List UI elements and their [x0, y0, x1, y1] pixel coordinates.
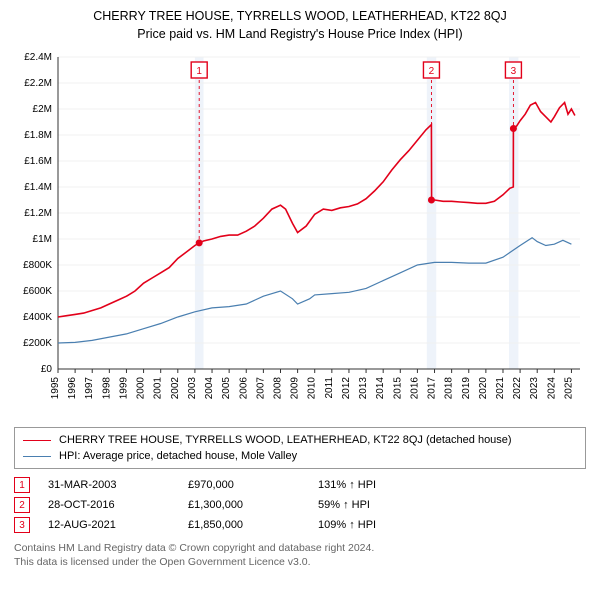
svg-text:2012: 2012 [341, 377, 352, 400]
transaction-badge: 1 [14, 477, 30, 493]
legend-item-property: CHERRY TREE HOUSE, TYRRELLS WOOD, LEATHE… [23, 432, 577, 448]
transaction-pct: 131% ↑ HPI [318, 479, 438, 491]
svg-text:2001: 2001 [153, 377, 164, 400]
legend: CHERRY TREE HOUSE, TYRRELLS WOOD, LEATHE… [14, 427, 586, 469]
svg-text:2008: 2008 [272, 377, 283, 400]
svg-text:2007: 2007 [255, 377, 266, 400]
svg-text:2023: 2023 [529, 377, 540, 400]
svg-text:£1.8M: £1.8M [24, 130, 52, 141]
svg-text:1996: 1996 [67, 377, 78, 400]
transaction-date: 28-OCT-2016 [48, 499, 188, 511]
legend-label: HPI: Average price, detached house, Mole… [59, 450, 297, 462]
svg-text:£0: £0 [41, 364, 53, 375]
svg-text:2024: 2024 [546, 377, 557, 400]
svg-text:2022: 2022 [512, 377, 523, 400]
chart-plot: £0 £200K £400K £600K £800K £1M £1.2M £1.4M £1.6M… [10, 49, 585, 419]
svg-text:£1.6M: £1.6M [24, 156, 52, 167]
transaction-row: 1 31-MAR-2003£970,000131% ↑ HPI [14, 475, 586, 495]
svg-text:£1.4M: £1.4M [24, 182, 52, 193]
svg-text:2020: 2020 [478, 377, 489, 400]
svg-text:1997: 1997 [84, 377, 95, 400]
svg-text:2021: 2021 [495, 377, 506, 400]
svg-text:£800K: £800K [23, 260, 52, 271]
transaction-date: 31-MAR-2003 [48, 479, 188, 491]
transaction-badge: 3 [14, 517, 30, 533]
svg-text:1995: 1995 [50, 377, 61, 400]
svg-text:1: 1 [196, 66, 202, 77]
svg-text:£1.2M: £1.2M [24, 208, 52, 219]
legend-item-hpi: HPI: Average price, detached house, Mole… [23, 448, 577, 464]
svg-text:2025: 2025 [563, 377, 574, 400]
svg-text:£2M: £2M [33, 104, 52, 115]
chart-title-line1: CHERRY TREE HOUSE, TYRRELLS WOOD, LEATHE… [10, 8, 590, 26]
svg-text:2002: 2002 [170, 377, 181, 400]
svg-text:2016: 2016 [409, 377, 420, 400]
svg-text:2005: 2005 [221, 377, 232, 400]
svg-text:£2.4M: £2.4M [24, 52, 52, 63]
svg-text:2010: 2010 [307, 377, 318, 400]
attribution-line2: This data is licensed under the Open Gov… [14, 555, 586, 569]
transaction-price: £1,850,000 [188, 519, 318, 531]
svg-text:2: 2 [429, 66, 435, 77]
svg-text:2013: 2013 [358, 377, 369, 400]
legend-swatch [23, 456, 51, 457]
svg-text:1999: 1999 [118, 377, 129, 400]
svg-text:2006: 2006 [238, 377, 249, 400]
svg-text:2011: 2011 [324, 377, 335, 399]
svg-text:2009: 2009 [290, 377, 301, 400]
svg-text:£600K: £600K [23, 286, 52, 297]
transaction-badge: 2 [14, 497, 30, 513]
transactions-table: 1 31-MAR-2003£970,000131% ↑ HPI 2 28-OCT-20… [14, 475, 586, 535]
svg-text:2017: 2017 [427, 377, 438, 400]
attribution-line1: Contains HM Land Registry data © Crown c… [14, 541, 586, 555]
svg-text:2003: 2003 [187, 377, 198, 400]
transaction-row: 3 12-AUG-2021£1,850,000109% ↑ HPI [14, 515, 586, 535]
svg-text:2018: 2018 [444, 377, 455, 400]
svg-text:2019: 2019 [461, 377, 472, 400]
transaction-price: £970,000 [188, 479, 318, 491]
transaction-row: 2 28-OCT-2016£1,300,00059% ↑ HPI [14, 495, 586, 515]
svg-text:2014: 2014 [375, 377, 386, 400]
attribution: Contains HM Land Registry data © Crown c… [14, 541, 586, 569]
legend-label: CHERRY TREE HOUSE, TYRRELLS WOOD, LEATHE… [59, 434, 512, 446]
svg-text:£2.2M: £2.2M [24, 78, 52, 89]
chart-title-line2: Price paid vs. HM Land Registry's House … [10, 26, 590, 44]
transaction-price: £1,300,000 [188, 499, 318, 511]
chart-container: CHERRY TREE HOUSE, TYRRELLS WOOD, LEATHE… [0, 0, 600, 590]
svg-text:3: 3 [511, 66, 517, 77]
svg-text:1998: 1998 [101, 377, 112, 400]
svg-text:2004: 2004 [204, 377, 215, 400]
svg-text:2000: 2000 [136, 377, 147, 400]
svg-text:£400K: £400K [23, 312, 52, 323]
transaction-pct: 59% ↑ HPI [318, 499, 438, 511]
svg-text:2015: 2015 [392, 377, 403, 400]
legend-swatch [23, 440, 51, 441]
svg-text:£200K: £200K [23, 338, 52, 349]
transaction-date: 12-AUG-2021 [48, 519, 188, 531]
transaction-pct: 109% ↑ HPI [318, 519, 438, 531]
svg-text:£1M: £1M [33, 234, 52, 245]
